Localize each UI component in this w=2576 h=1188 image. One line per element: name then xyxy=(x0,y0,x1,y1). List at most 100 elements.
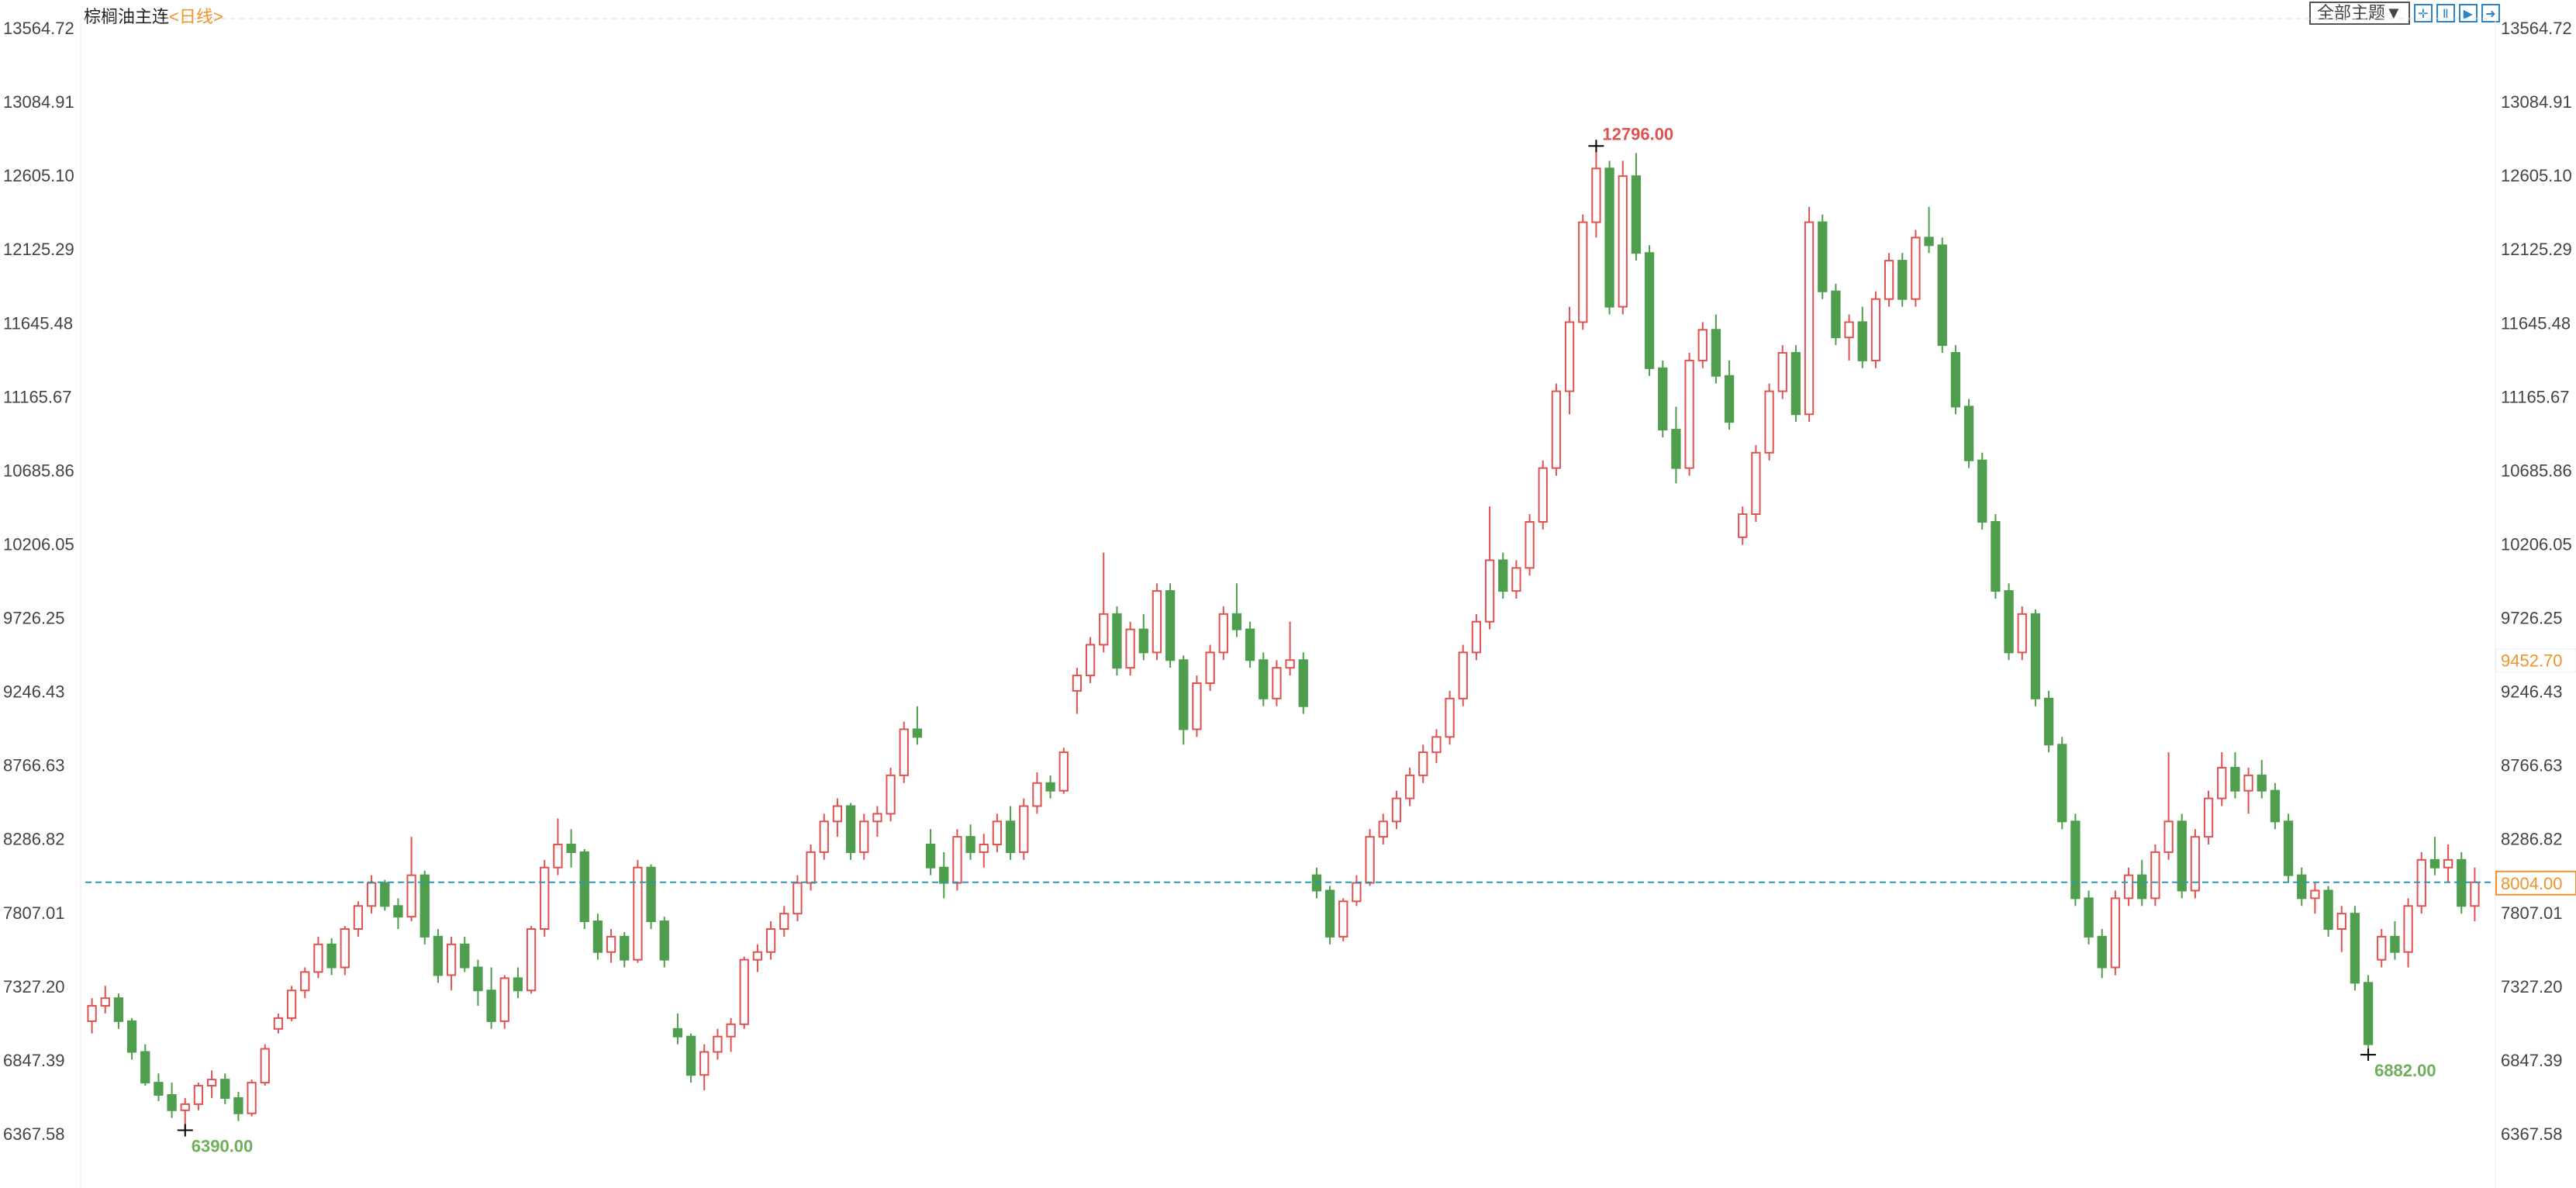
y-tick-label-right: 9726.25 xyxy=(2501,609,2563,628)
candle-up xyxy=(313,943,323,973)
candle-down xyxy=(2137,874,2147,900)
y-tick-label-left: 9246.43 xyxy=(3,682,65,702)
candle-up xyxy=(1525,520,1535,569)
y-tick-label-left: 7807.01 xyxy=(3,903,65,923)
candle-up xyxy=(1484,559,1495,623)
candle-up xyxy=(1058,751,1069,792)
candle-down xyxy=(380,882,390,907)
y-tick-label-left: 12125.29 xyxy=(3,240,74,259)
candle-up xyxy=(2310,889,2320,900)
candle-up xyxy=(1618,175,1628,308)
candle-up xyxy=(2377,935,2387,961)
y-tick-label-right: 10685.86 xyxy=(2501,461,2572,480)
y-tick-label-left: 6847.39 xyxy=(3,1051,65,1070)
exit-icon[interactable]: ➜ xyxy=(2481,4,2500,22)
candle-down xyxy=(1924,237,1934,247)
candle-down xyxy=(1498,559,1508,592)
y-tick-label-right: 8766.63 xyxy=(2501,756,2563,775)
candle-up xyxy=(2217,766,2227,799)
candle-down xyxy=(2257,774,2267,792)
candle-down xyxy=(912,728,923,738)
play-icon[interactable]: ▶ xyxy=(2458,4,2478,22)
candle-up xyxy=(633,866,643,961)
candle-down xyxy=(579,851,589,923)
candle-up xyxy=(1578,221,1588,323)
y-tick-label-left: 11645.48 xyxy=(3,313,73,333)
candle-up xyxy=(872,813,882,823)
low-annotation-1-label: 6390.00 xyxy=(192,1137,254,1156)
candle-up xyxy=(806,851,816,884)
candle-down xyxy=(2030,613,2041,699)
candle-down xyxy=(566,844,576,853)
candle-up xyxy=(1378,820,1388,838)
high-annotation-label: 12796.00 xyxy=(1602,124,1673,143)
candle-down xyxy=(1604,167,1614,308)
candle-up xyxy=(2443,858,2453,869)
candle-up xyxy=(340,928,350,969)
candle-up xyxy=(2203,797,2214,838)
candle-down xyxy=(1231,613,1242,630)
candle-up xyxy=(1019,805,1029,853)
candle-up xyxy=(286,989,297,1019)
candle-up xyxy=(1352,882,1362,903)
period-label[interactable]: <日线> xyxy=(169,7,223,26)
candle-down xyxy=(1724,375,1735,423)
candle-down xyxy=(2390,935,2400,953)
candle-up xyxy=(87,1005,97,1022)
candle-down xyxy=(140,1051,150,1084)
candle-down xyxy=(672,1027,683,1038)
candle-up xyxy=(752,951,763,961)
candle-up xyxy=(1272,667,1282,699)
candle-up xyxy=(1911,237,1921,300)
candle-down xyxy=(2270,789,2281,823)
y-tick-label-right: 7807.01 xyxy=(2501,903,2563,923)
candle-up xyxy=(1511,567,1521,592)
marker-price-label: 9452.70 xyxy=(2501,651,2563,671)
candle-up xyxy=(1099,613,1109,646)
candle-up xyxy=(1365,836,1375,884)
y-tick-label-left: 10206.05 xyxy=(3,534,74,554)
y-tick-label-left: 6367.58 xyxy=(3,1124,65,1144)
candle-up xyxy=(1125,628,1135,669)
y-tick-label-right: 6367.58 xyxy=(2501,1124,2563,1144)
candle-down xyxy=(1259,659,1269,699)
candle-down xyxy=(2004,590,2014,654)
candle-up xyxy=(1192,682,1202,730)
candle-down xyxy=(167,1093,177,1111)
candle-down xyxy=(2350,913,2360,984)
candle-down xyxy=(1857,321,1867,361)
candle-down xyxy=(2057,744,2067,823)
low-annotation-2-label: 6882.00 xyxy=(2374,1061,2436,1080)
candle-up xyxy=(1285,659,1295,669)
candle-down xyxy=(1831,290,1841,339)
candle-down xyxy=(486,989,496,1022)
candle-down xyxy=(2429,858,2440,869)
theme-dropdown[interactable]: 全部主题▼ xyxy=(2309,2,2410,25)
candle-down xyxy=(1671,429,1681,469)
candle-up xyxy=(1697,329,1708,361)
candle-down xyxy=(965,836,975,853)
candle-up xyxy=(100,997,110,1007)
y-tick-label-right: 10206.05 xyxy=(2501,534,2572,554)
candle-up xyxy=(247,1082,257,1114)
candle-up xyxy=(2110,897,2121,969)
candle-up xyxy=(353,905,364,931)
candle-up xyxy=(699,1051,710,1076)
candle-up xyxy=(540,866,550,931)
candle-up xyxy=(606,935,616,953)
candle-up xyxy=(779,913,789,931)
instrument-name: 棕榈油主连 xyxy=(84,7,170,26)
candle-down xyxy=(1179,659,1189,730)
candle-down xyxy=(513,977,523,992)
candle-up xyxy=(765,928,776,953)
candle-up xyxy=(1738,513,1748,538)
candle-down xyxy=(1818,221,1828,292)
zoom-range-icon[interactable]: Ⅱ xyxy=(2436,4,2455,22)
candle-down xyxy=(393,905,403,918)
crosshair-icon[interactable]: ✛ xyxy=(2413,4,2433,22)
candle-down xyxy=(1298,659,1308,707)
candle-down xyxy=(154,1082,164,1096)
candle-down xyxy=(2177,820,2187,892)
candle-down xyxy=(1658,367,1668,431)
